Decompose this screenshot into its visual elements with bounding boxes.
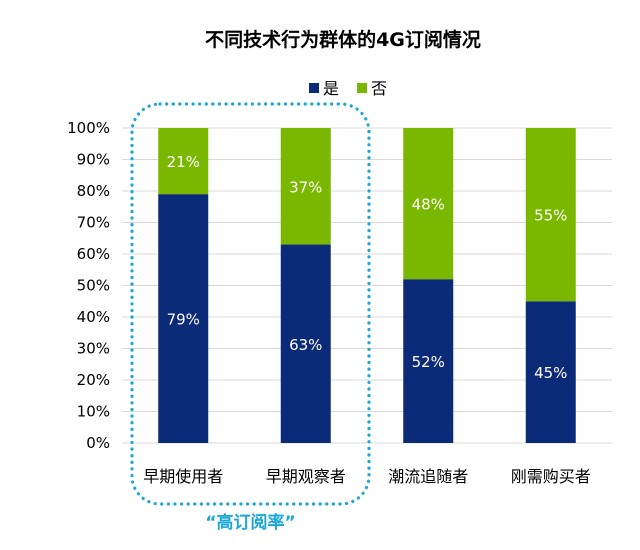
legend: 是否 <box>309 79 387 98</box>
x-category-label: 刚需购买者 <box>511 467 591 486</box>
annotation-label: “高订阅率” <box>205 512 295 533</box>
legend-swatch <box>357 83 367 93</box>
y-tick-label: 60% <box>77 245 110 263</box>
highlight-box <box>130 102 371 506</box>
legend-swatch <box>309 83 319 93</box>
data-label: 37% <box>289 178 322 196</box>
annotation: “高订阅率” <box>130 102 371 533</box>
data-label: 48% <box>412 196 445 214</box>
data-label: 55% <box>534 207 567 225</box>
y-tick-label: 10% <box>77 403 110 421</box>
bar-segment-yes <box>158 194 209 443</box>
bars <box>158 128 576 443</box>
y-tick-label: 20% <box>77 371 110 389</box>
y-axis: 0% 10% 20% 30% 40% 50% 60% 70% 80% 90% 100% <box>67 119 110 452</box>
bar-segment-yes <box>403 279 454 443</box>
legend-label: 是 <box>323 79 339 98</box>
y-tick-label: 90% <box>77 151 110 169</box>
y-tick-label: 70% <box>77 214 110 232</box>
data-label: 63% <box>289 336 322 354</box>
chart-title: 不同技术行为群体的4G订阅情况 <box>205 28 481 51</box>
x-category-label: 早期使用者 <box>143 467 223 486</box>
legend-label: 否 <box>371 79 387 98</box>
data-label: 45% <box>534 364 567 382</box>
bar-segment-no <box>158 128 209 195</box>
bar-segment-yes <box>280 244 331 443</box>
data-label: 52% <box>412 353 445 371</box>
y-tick-label: 100% <box>67 119 110 137</box>
bar-segment-yes <box>525 301 576 443</box>
y-tick-label: 0% <box>86 434 110 452</box>
data-label: 79% <box>167 311 200 329</box>
data-label: 21% <box>167 153 200 171</box>
x-category-label: 潮流追随者 <box>388 467 468 486</box>
bar-segment-no <box>280 128 331 245</box>
bar-segment-no <box>403 128 454 280</box>
y-tick-label: 50% <box>77 277 110 295</box>
bar-segment-no <box>525 128 576 302</box>
y-tick-label: 80% <box>77 182 110 200</box>
y-tick-label: 40% <box>77 308 110 326</box>
y-tick-label: 30% <box>77 340 110 358</box>
x-category-label: 早期观察者 <box>266 467 346 486</box>
data-labels: 79% 21% 63% 37% 52% 48% 45% 55% <box>167 153 568 382</box>
x-axis: 早期使用者 早期观察者 潮流追随者 刚需购买者 <box>143 467 591 486</box>
